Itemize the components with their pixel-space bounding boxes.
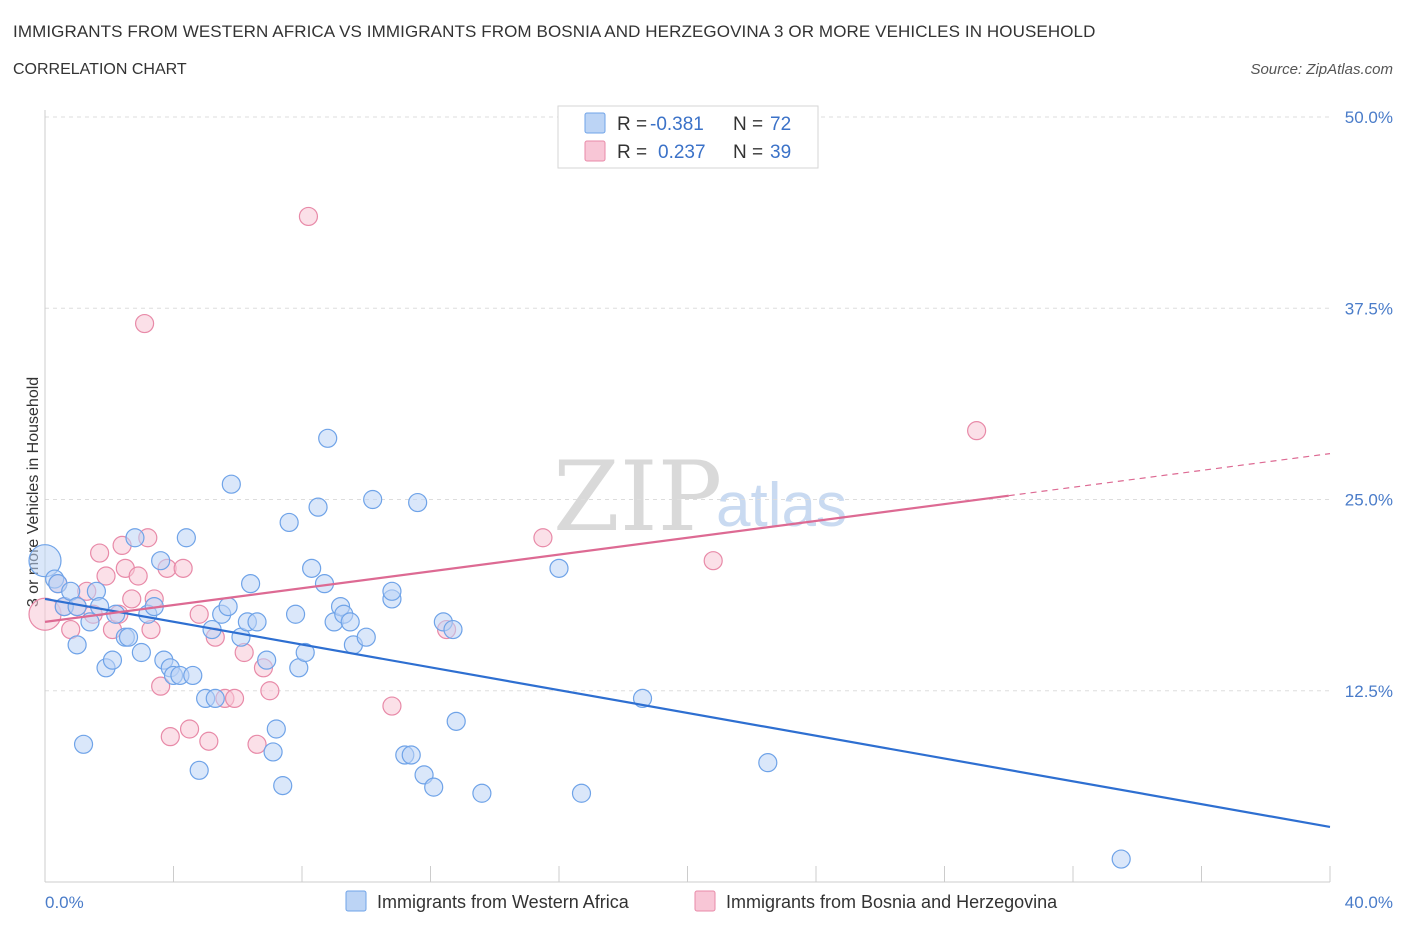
western-africa-point: [189, 760, 209, 780]
y-tick-label: 37.5%: [1345, 299, 1393, 318]
western-africa-point: [28, 544, 62, 578]
western-africa-point: [266, 719, 286, 739]
bosnia-point: [160, 727, 180, 747]
western-africa-point: [218, 596, 238, 617]
series-western-africa-points: [28, 428, 1131, 869]
legend-western-africa-label: Immigrants from Western Africa: [377, 892, 630, 912]
western-africa-point: [176, 528, 196, 548]
bosnia-point: [260, 681, 280, 701]
western-africa-point: [408, 492, 428, 513]
bosnia-point: [179, 719, 200, 739]
trend-line-western-africa: [44, 597, 1331, 829]
bosnia-point: [967, 421, 987, 441]
bosnia-point: [703, 551, 723, 571]
western-africa-point: [273, 776, 293, 796]
western-africa-point: [758, 753, 778, 773]
bosnia-point: [199, 731, 219, 751]
bottom-legend: Immigrants from Western Africa Immigrant…: [345, 890, 1058, 912]
stats-pink-r-label: R =: [617, 142, 647, 163]
bosnia-point: [90, 543, 110, 563]
bosnia-point: [224, 688, 245, 709]
western-africa-point: [571, 783, 592, 803]
western-africa-point: [424, 777, 444, 797]
western-africa-point: [151, 551, 171, 571]
western-africa-point: [446, 711, 466, 731]
y-tick-label: 12.5%: [1345, 682, 1393, 701]
stats-pink-n-label: N =: [733, 142, 763, 163]
stats-blue-r-value: -0.381: [650, 114, 704, 135]
western-africa-point: [295, 642, 315, 663]
western-africa-point: [363, 489, 383, 510]
western-africa-point: [221, 474, 241, 494]
stats-pink-r-value: 0.237: [658, 142, 706, 163]
legend-western-africa-swatch: [345, 890, 367, 912]
stats-legend-box: R = -0.381 N = 72 R = 0.237 N = 39: [557, 105, 819, 169]
western-africa-point: [118, 627, 139, 647]
western-africa-point: [183, 665, 203, 686]
bosnia-point: [247, 734, 267, 754]
legend-bosnia-swatch: [694, 890, 716, 912]
bosnia-point: [122, 589, 142, 609]
y-tick-label: 50.0%: [1345, 108, 1393, 127]
bosnia-point: [128, 566, 148, 586]
bosnia-point: [173, 558, 193, 578]
western-africa-point: [279, 512, 299, 533]
trend-lines: [44, 453, 1331, 829]
western-africa-point: [73, 734, 94, 754]
bosnia-point: [533, 528, 553, 548]
stats-pink-swatch: [584, 140, 606, 162]
western-africa-point: [401, 745, 421, 765]
bosnia-point: [134, 313, 155, 334]
chart-source: Source: ZipAtlas.com: [1250, 61, 1393, 78]
western-africa-point: [443, 619, 463, 640]
trend-line-bosnia-extension: [1008, 453, 1331, 497]
bosnia-point: [382, 696, 402, 716]
gridlines: [45, 116, 1330, 692]
trend-line-bosnia: [44, 494, 1009, 623]
stats-blue-r-label: R =: [617, 114, 647, 135]
x-axis-ticks: [44, 866, 1331, 882]
western-africa-point: [356, 627, 376, 647]
bosnia-point: [189, 604, 209, 624]
y-tick-label: 25.0%: [1345, 491, 1393, 510]
western-africa-point: [549, 558, 569, 578]
western-africa-point: [67, 635, 87, 655]
stats-blue-n-value: 72: [770, 114, 791, 135]
western-africa-point: [241, 574, 261, 594]
y-tick-labels: 12.5% 25.0% 37.5% 50.0%: [1345, 108, 1393, 701]
western-africa-point: [205, 688, 225, 709]
western-africa-point: [131, 642, 151, 663]
western-africa-point: [340, 612, 360, 632]
bosnia-point: [298, 206, 319, 227]
western-africa-point: [308, 497, 328, 517]
western-africa-point: [102, 650, 123, 670]
x-tick-label-min: 0.0%: [45, 893, 84, 912]
watermark-atlas: atlas: [716, 471, 847, 540]
western-africa-point: [302, 558, 322, 578]
chart-subtitle: CORRELATION CHART: [13, 61, 187, 78]
watermark-zip: ZIP: [553, 441, 722, 553]
western-africa-point: [472, 783, 492, 803]
western-africa-point: [285, 604, 306, 624]
bosnia-point: [151, 676, 171, 696]
western-africa-point: [632, 688, 653, 709]
western-africa-point: [1111, 849, 1131, 869]
western-africa-point: [263, 742, 283, 762]
chart-title: IMMIGRANTS FROM WESTERN AFRICA VS IMMIGR…: [13, 22, 1096, 41]
stats-pink-n-value: 39: [770, 142, 791, 163]
western-africa-point: [318, 428, 338, 448]
stats-blue-swatch: [584, 112, 606, 134]
bosnia-point: [96, 566, 116, 586]
stats-blue-n-label: N =: [733, 114, 763, 135]
western-africa-point: [125, 528, 145, 548]
western-africa-point: [247, 612, 267, 632]
legend-bosnia-label: Immigrants from Bosnia and Herzegovina: [726, 892, 1058, 912]
western-africa-point: [382, 581, 402, 601]
western-africa-point: [257, 650, 277, 670]
x-tick-label-max: 40.0%: [1345, 893, 1393, 912]
